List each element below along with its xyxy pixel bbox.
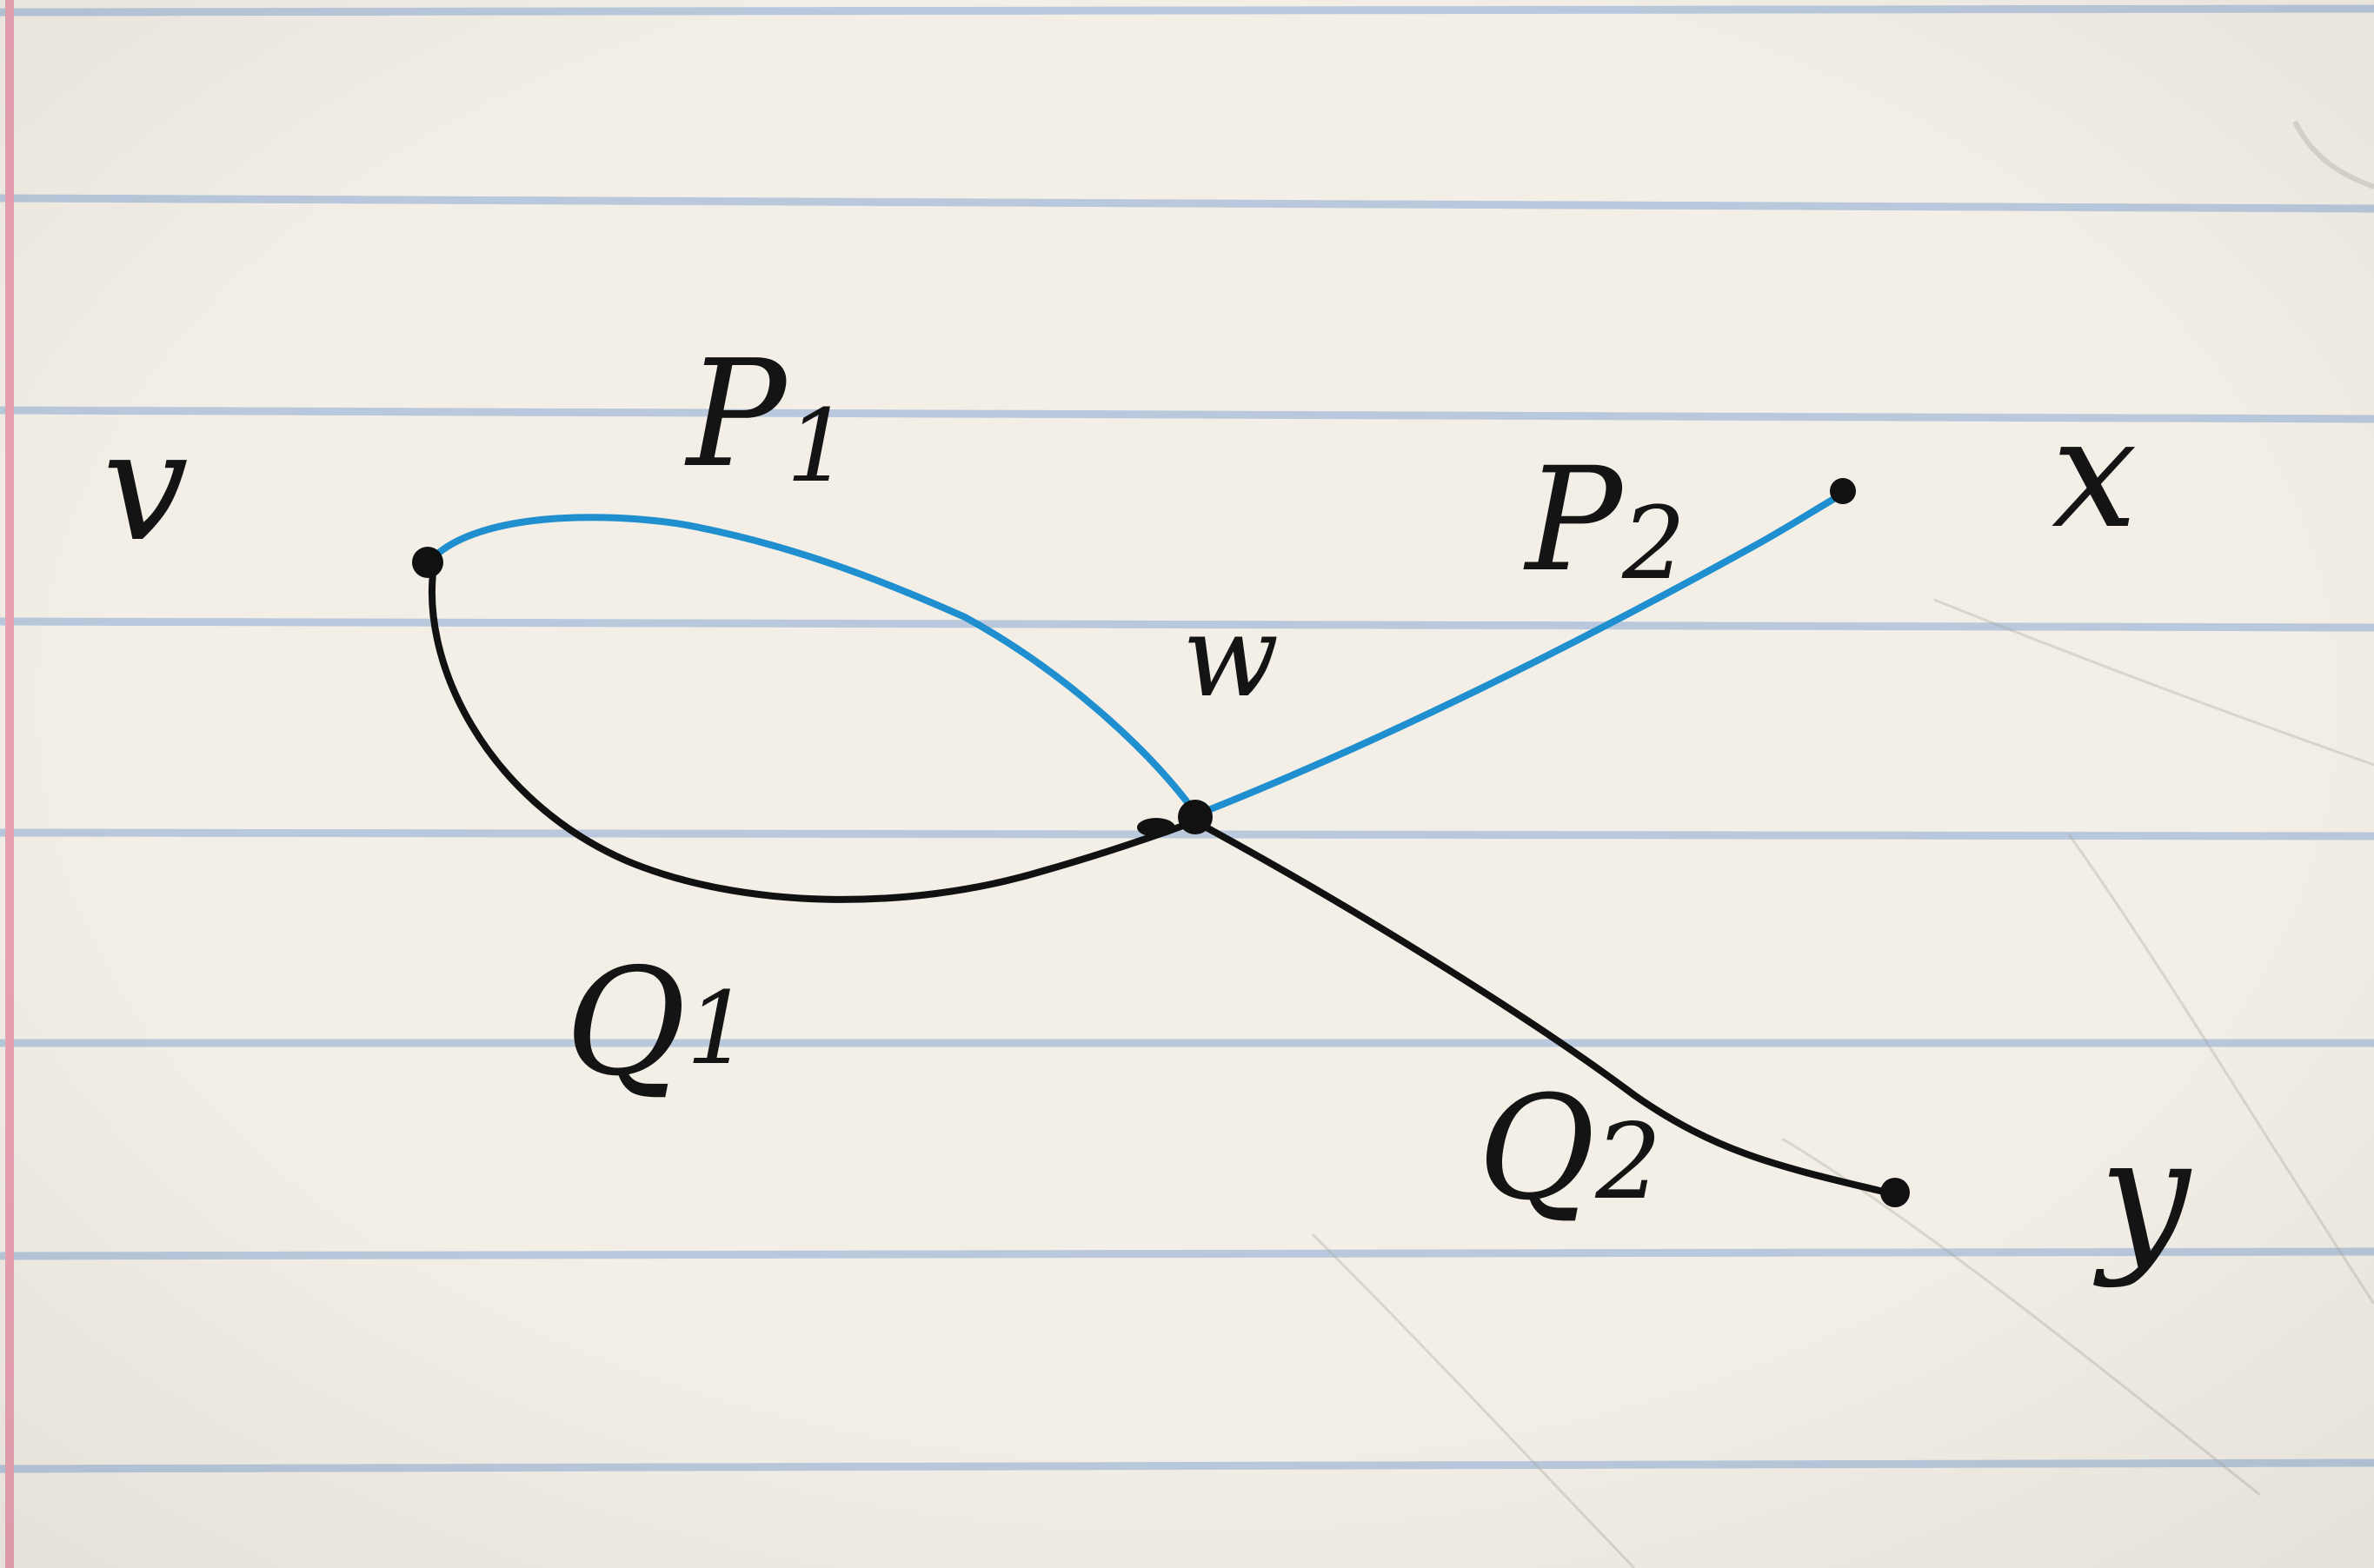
paper-shading bbox=[0, 0, 2374, 1568]
notebook-sheet: v w x y P1 P2 Q1 Q2 bbox=[0, 0, 2374, 1568]
path-diagram: v w x y P1 P2 Q1 Q2 bbox=[0, 0, 2374, 1568]
